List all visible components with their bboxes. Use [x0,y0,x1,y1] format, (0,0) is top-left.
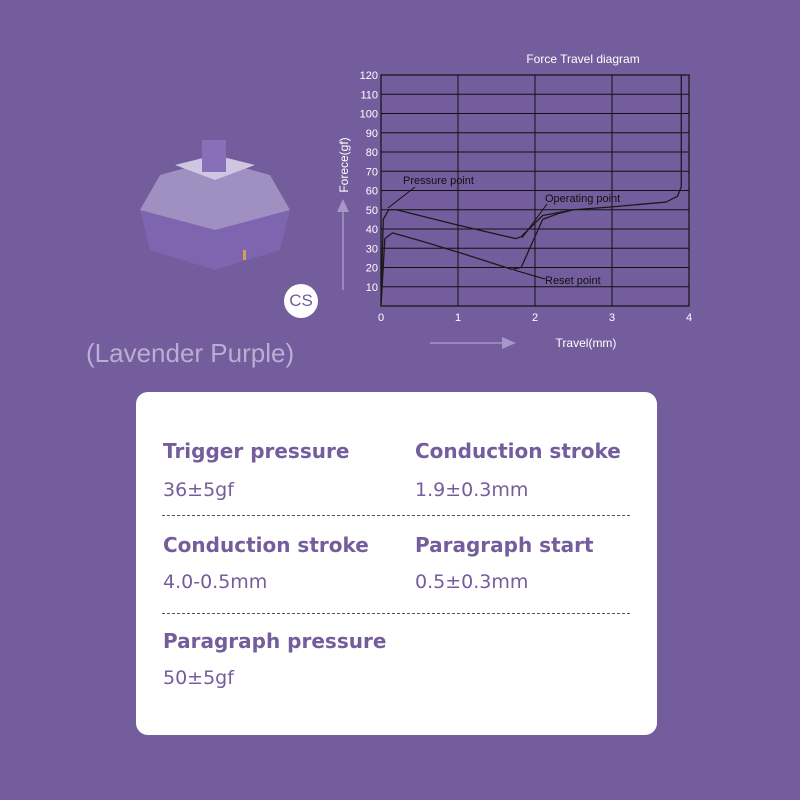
spec-value: 1.9±0.3mm [415,479,529,501]
y-tick-label: 30 [366,243,378,255]
divider [162,613,630,614]
annotation-reset-point: Reset point [545,275,601,287]
switch-image [140,140,290,270]
spec-value: 0.5±0.3mm [415,571,529,593]
operating-point-leader [521,203,548,239]
spec-label: Conduction stroke [415,439,621,463]
x-tick-label: 1 [455,312,461,324]
y-tick-label: 70 [366,166,378,178]
spec-value: 50±5gf [163,667,234,689]
x-tick-label: 0 [378,312,384,324]
x-tick-label: 2 [532,312,538,324]
x-arrow-head [502,337,516,349]
y-axis-label: Forece(gf) [337,137,351,192]
spec-label: Trigger pressure [163,439,350,463]
reset-point-leader [513,269,546,280]
y-tick-label: 80 [366,147,378,159]
pressure-point-leader [387,186,416,209]
release-curve [380,209,574,307]
spec-label: Paragraph start [415,533,594,557]
x-axis-label: Travel(mm) [556,336,617,350]
annotation-pressure-point: Pressure point [403,175,474,187]
force-travel-chart: Force Travel diagram Forece(gf) Travel(m… [337,52,692,350]
y-tick-label: 50 [366,205,378,217]
chart-title: Force Travel diagram [526,52,639,66]
variant-name: (Lavender Purple) [86,338,295,368]
y-tick-label: 120 [360,70,378,82]
cs-badge: CS [284,284,318,318]
press-curve [380,75,682,303]
spec-label: Paragraph pressure [163,629,387,653]
y-tick-label: 90 [366,128,378,140]
y-tick-label: 40 [366,224,378,236]
annotation-operating-point: Operating point [545,193,620,205]
spec-label: Conduction stroke [163,533,369,557]
y-tick-label: 100 [360,109,378,121]
y-tick-label: 20 [366,263,378,275]
y-arrow-head [337,199,349,212]
y-tick-label: 60 [366,186,378,198]
y-tick-label: 110 [360,89,378,101]
divider [162,515,630,516]
spec-value: 36±5gf [163,479,234,501]
x-tick-label: 4 [686,312,692,324]
spec-card: Trigger pressure 36±5gf Conduction strok… [136,392,657,735]
y-tick-label: 10 [366,282,378,294]
x-tick-label: 3 [609,312,615,324]
spec-value: 4.0-0.5mm [163,571,268,593]
